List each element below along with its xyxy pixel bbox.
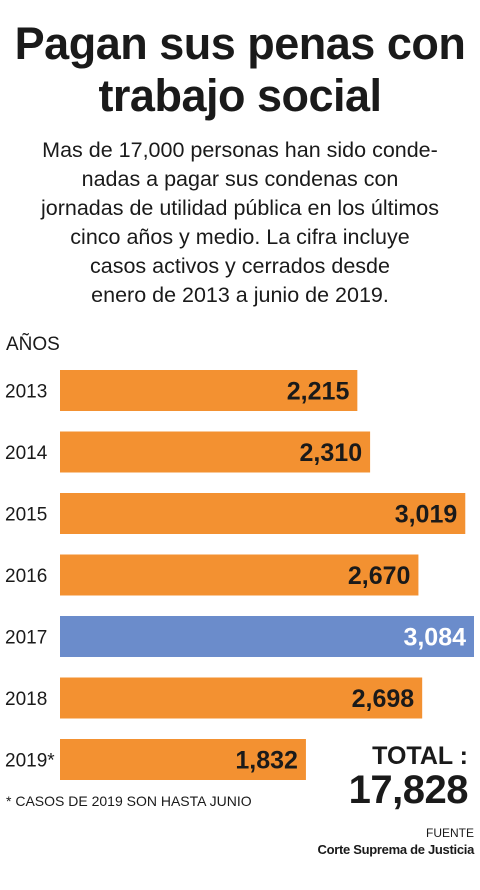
- bar: [60, 370, 358, 411]
- source-value: Corte Suprema de Justicia: [317, 842, 475, 857]
- bar: [60, 431, 371, 473]
- bar: [60, 616, 474, 657]
- data-label: 2,310: [300, 439, 363, 467]
- chart-title: Pagan sus penas con trabajo social: [14, 18, 466, 121]
- footnote: * CASOS DE 2019 SON HASTA JUNIO: [6, 793, 252, 809]
- total-value: 17,828: [348, 768, 469, 812]
- total-label: TOTAL :: [372, 742, 468, 770]
- data-label: 3,019: [395, 501, 458, 529]
- bar: [60, 677, 423, 719]
- data-label: 2,698: [352, 685, 415, 713]
- category-label: 2017: [5, 628, 47, 649]
- source-label: FUENTE: [426, 826, 474, 840]
- data-label: 2,215: [287, 378, 350, 406]
- data-label: 2,670: [348, 562, 411, 590]
- data-label: 1,832: [235, 747, 298, 775]
- category-label: 2018: [5, 689, 47, 710]
- category-label: 2019*: [5, 751, 55, 772]
- bar: [60, 739, 306, 780]
- category-label: 2013: [5, 382, 47, 403]
- y-axis-label: AÑOS: [6, 334, 60, 355]
- category-label: 2015: [5, 505, 47, 526]
- category-label: 2014: [5, 443, 48, 464]
- bar: [60, 493, 466, 534]
- bar: [60, 554, 419, 596]
- data-label: 3,084: [403, 624, 466, 652]
- category-label: 2016: [5, 566, 47, 587]
- chart-subtitle: Mas de 17,000 personas han sido conde- n…: [41, 138, 439, 307]
